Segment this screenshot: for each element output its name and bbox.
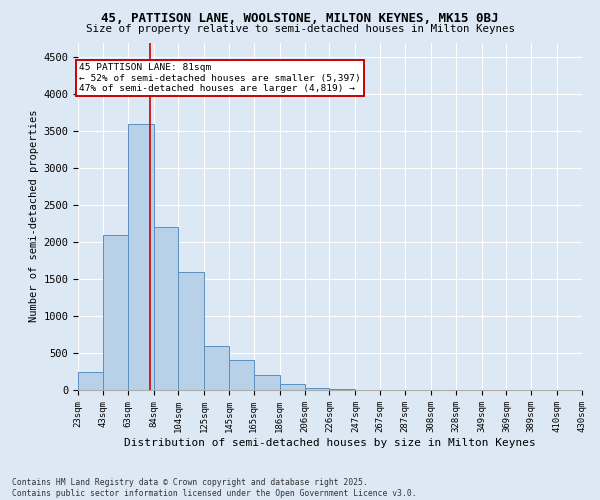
Text: 45, PATTISON LANE, WOOLSTONE, MILTON KEYNES, MK15 0BJ: 45, PATTISON LANE, WOOLSTONE, MILTON KEY… — [101, 12, 499, 26]
Bar — [178, 272, 205, 390]
Bar — [78, 372, 103, 390]
Text: Contains HM Land Registry data © Crown copyright and database right 2025.
Contai: Contains HM Land Registry data © Crown c… — [12, 478, 416, 498]
Text: Size of property relative to semi-detached houses in Milton Keynes: Size of property relative to semi-detach… — [86, 24, 515, 34]
Bar — [280, 384, 305, 390]
Bar — [205, 346, 229, 390]
Bar — [154, 228, 178, 390]
Bar — [128, 124, 154, 390]
Bar — [254, 375, 280, 390]
Text: 45 PATTISON LANE: 81sqm
← 52% of semi-detached houses are smaller (5,397)
47% of: 45 PATTISON LANE: 81sqm ← 52% of semi-de… — [79, 63, 361, 93]
Y-axis label: Number of semi-detached properties: Number of semi-detached properties — [29, 110, 39, 322]
Bar — [305, 388, 329, 390]
Bar — [229, 360, 254, 390]
X-axis label: Distribution of semi-detached houses by size in Milton Keynes: Distribution of semi-detached houses by … — [124, 438, 536, 448]
Bar — [103, 234, 128, 390]
